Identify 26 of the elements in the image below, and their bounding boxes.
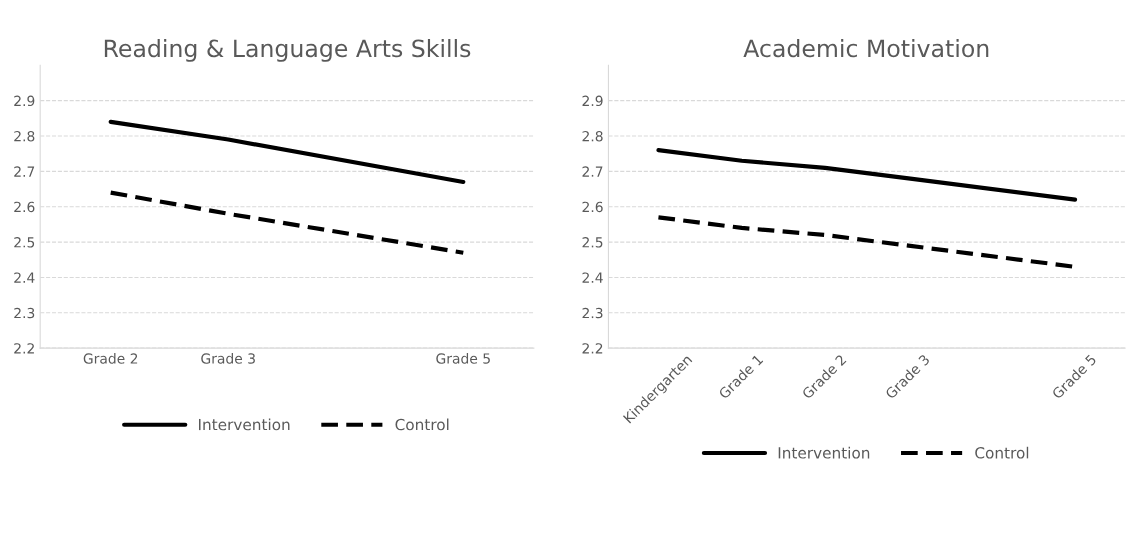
legend-label: Control — [975, 446, 1029, 459]
x-tick-label: Grade 3 — [201, 353, 255, 364]
y-tick-label: 2.8 — [14, 130, 35, 142]
legend-label: Control — [395, 418, 449, 431]
y-tick-label: 2.2 — [582, 343, 603, 354]
x-tick-label: Grade 2 — [83, 353, 138, 364]
chart-title: Academic Motivation — [743, 39, 989, 58]
y-tick-label: 2.5 — [582, 237, 603, 248]
legend-label: Intervention — [198, 418, 290, 431]
y-tick-label: 2.7 — [14, 166, 35, 177]
y-tick-label: 2.7 — [582, 166, 603, 177]
y-tick-label: 2.9 — [14, 95, 35, 107]
legend-label: Intervention — [778, 446, 870, 459]
y-tick-label: 2.4 — [582, 272, 603, 283]
y-tick-label: 2.4 — [14, 272, 35, 283]
x-tick-label: Grade 5 — [436, 353, 490, 364]
y-tick-label: 2.5 — [14, 237, 35, 248]
y-tick-label: 2.3 — [582, 307, 603, 319]
y-tick-label: 2.2 — [14, 343, 34, 354]
y-tick-label: 2.6 — [582, 201, 603, 213]
line-series — [656, 148, 1078, 202]
chart-title: Reading & Language Arts Skills — [104, 39, 471, 62]
y-tick-label: 2.9 — [582, 95, 603, 107]
y-tick-label: 2.3 — [14, 307, 35, 319]
y-tick-label: 2.6 — [14, 201, 35, 213]
y-tick-label: 2.8 — [582, 130, 603, 142]
